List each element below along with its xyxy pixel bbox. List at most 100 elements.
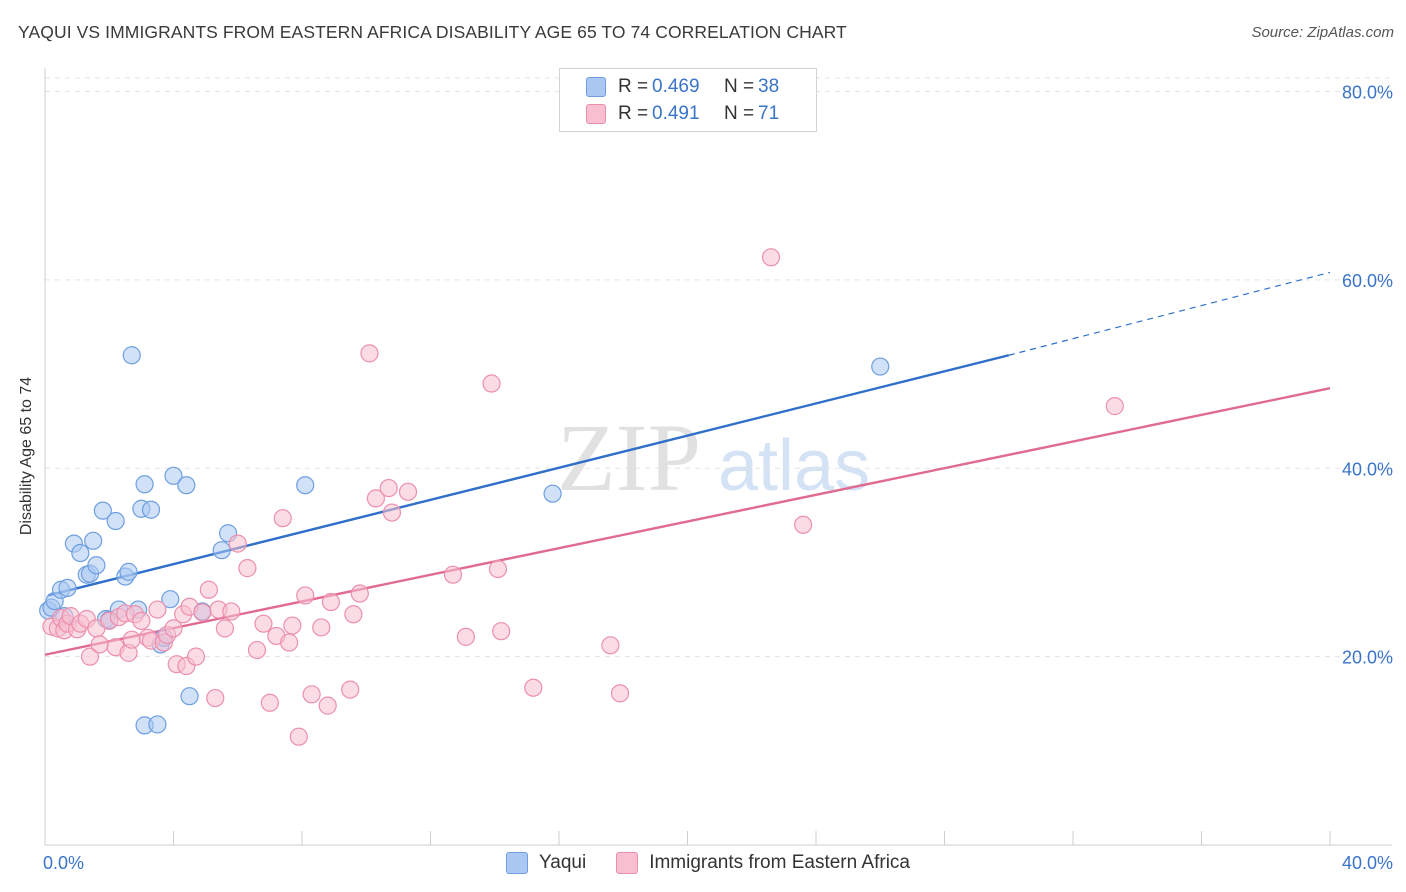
eastern-africa-point [90,635,109,654]
correlation-legend: R = 0.469 N = 38 R = 0.491 N = 71 [559,68,817,132]
eastern-africa-point [794,515,813,534]
x-tick-label: 0.0% [43,853,84,873]
legend-r-value: 0.491 [652,103,700,124]
eastern-africa-point [283,616,302,635]
eastern-africa-point [289,727,308,746]
data-points [39,248,1124,746]
y-tick-label: 20.0% [1342,648,1393,668]
y-tick-label: 60.0% [1342,271,1393,291]
legend-swatch-yaqui [586,77,606,97]
eastern-africa-point [206,688,225,708]
legend-n-label: N = [724,103,755,124]
yaqui-point [106,511,125,531]
yaqui-point [58,578,77,597]
legend-swatch-eastern-africa [586,104,606,124]
eastern-africa-point [296,586,315,605]
eastern-africa-point [610,684,630,703]
legend-n-label: N = [724,76,755,97]
yaqui-trend-extension [1008,271,1331,356]
eastern-africa-point [398,482,418,501]
eastern-africa-point [80,647,100,666]
eastern-africa-trend-line [44,387,1331,656]
yaqui-point [84,531,103,550]
eastern-africa-point [280,633,299,652]
yaqui-point [122,346,141,365]
eastern-africa-point [443,565,463,584]
source-label: Source: ZipAtlas.com [1251,24,1394,41]
y-tick-label: 80.0% [1342,83,1393,103]
eastern-africa-point [215,619,234,638]
eastern-africa-point [122,630,141,649]
legend-n-value: 38 [758,76,780,97]
series-legend-eastern-africa: Immigrants from Eastern Africa [616,852,910,874]
eastern-africa-point [761,248,781,267]
eastern-africa-point [482,374,501,393]
series-legend-yaqui: Yaqui [506,852,586,874]
eastern-africa-point [344,605,363,624]
eastern-africa-point [524,678,543,697]
watermark: ZIP atlas [557,404,870,511]
legend-r-value: 0.469 [652,76,700,97]
eastern-africa-point [488,559,508,579]
eastern-africa-point [199,580,218,599]
eastern-africa-point [350,584,369,603]
watermark-atlas: atlas [718,426,870,506]
eastern-africa-point [302,685,321,704]
yaqui-point [212,541,231,560]
series-label-yaqui: Yaqui [539,852,587,873]
eastern-africa-point [273,509,292,528]
yaqui-point [180,687,199,706]
eastern-africa-point [148,600,167,619]
yaqui-point [164,466,183,485]
eastern-africa-point [366,489,385,508]
eastern-africa-point [601,636,620,655]
legend-r-label: R = [618,76,649,97]
eastern-africa-point [456,627,475,646]
legend-row-eastern-africa: R = 0.491 N = 71 [586,102,779,126]
eastern-africa-point [382,503,402,522]
eastern-africa-point [186,647,206,666]
eastern-africa-point [254,614,273,633]
eastern-africa-point [318,696,337,715]
eastern-africa-point [312,618,331,637]
yaqui-point [148,715,167,734]
series-legend: Yaqui Immigrants from Eastern Africa [506,852,940,874]
y-tick-label: 40.0% [1342,459,1393,479]
yaqui-point [93,501,112,520]
eastern-africa-point [247,640,267,660]
legend-n-value: 71 [758,103,780,124]
eastern-africa-point [238,559,257,578]
legend-r-label: R = [618,103,649,124]
yaqui-point [135,475,154,494]
yaqui-point [161,590,180,609]
yaqui-point [296,476,315,495]
yaqui-point [71,543,90,563]
yaqui-point [543,484,562,503]
eastern-africa-point [321,592,341,612]
series-swatch-eastern-africa [616,852,639,874]
yaqui-point [87,556,106,575]
trend-lines [44,271,1331,656]
series-swatch-yaqui [506,852,528,874]
eastern-africa-point [132,611,151,630]
axes [44,68,1392,846]
eastern-africa-point [360,344,379,363]
chart-title: YAQUI VS IMMIGRANTS FROM EASTERN AFRICA … [18,22,847,42]
eastern-africa-point [193,603,212,622]
yaqui-point [119,562,138,581]
eastern-africa-point [379,478,398,498]
yaqui-trend-line [47,354,1010,597]
x-tick-label: 40.0% [1342,853,1393,873]
tick-labels: 20.0% 40.0% 60.0% 80.0% 0.0% 40.0% [43,83,1393,873]
yaqui-point [177,476,196,495]
eastern-africa-point [341,680,360,699]
eastern-africa-point [164,619,183,638]
yaqui-point [141,500,161,519]
series-label-eastern-africa: Immigrants from Eastern Africa [649,852,910,873]
yaqui-point [871,357,890,376]
watermark-zip: ZIP [557,404,701,511]
eastern-africa-point [228,534,247,553]
legend-row-yaqui: R = 0.469 N = 38 [586,75,779,99]
eastern-africa-point [1105,397,1124,416]
